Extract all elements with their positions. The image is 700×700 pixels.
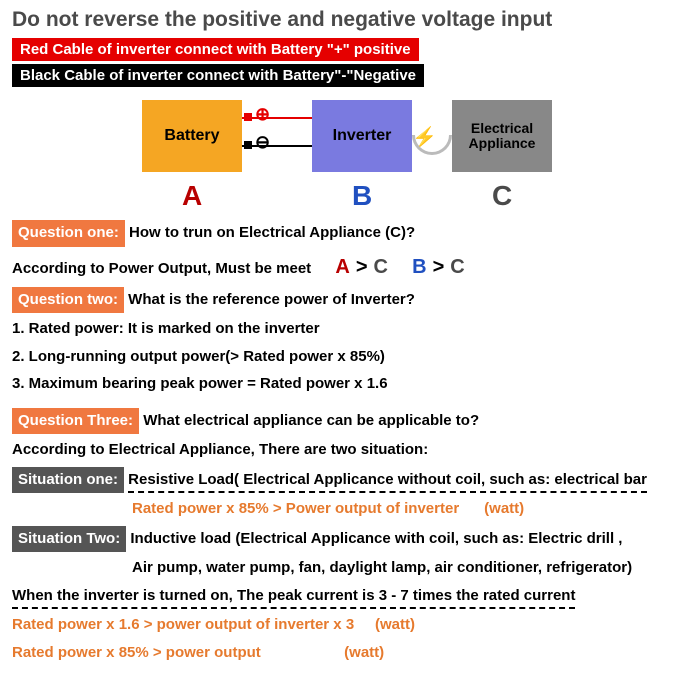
s1-row: Situation one: Resistive Load( Electrica…	[12, 467, 688, 494]
q2-text: What is the reference power of Inverter?	[128, 291, 415, 308]
s2-f1-row: Rated power x 1.6 > power output of inve…	[12, 614, 688, 637]
gt-icon2: >	[433, 256, 445, 278]
battery-box: Battery	[142, 100, 242, 172]
s2-f1-unit: (watt)	[375, 616, 415, 633]
plus-icon: ⊕	[255, 104, 270, 125]
appliance-line2: Appliance	[469, 136, 536, 151]
q2-tag: Question two:	[12, 287, 124, 314]
s2-f2-row: Rated power x 85% > power output (watt)	[12, 642, 688, 665]
q1-row: Question one: How to trun on Electrical …	[12, 220, 688, 247]
q1-text: How to trun on Electrical Appliance (C)?	[129, 224, 415, 241]
main-title: Do not reverse the positive and negative…	[12, 8, 688, 32]
s2-f2: Rated power x 85% > power output	[12, 644, 261, 661]
q3-tag: Question Three:	[12, 408, 139, 435]
q3-intro: According to Electrical Appliance, There…	[12, 439, 688, 462]
s2-peak: When the inverter is turned on, The peak…	[12, 585, 575, 610]
q1-tag: Question one:	[12, 220, 125, 247]
q2-l2: 2. Long-running output power(> Rated pow…	[12, 346, 688, 369]
banner-black-cable: Black Cable of inverter connect with Bat…	[12, 64, 424, 87]
s1-unit: (watt)	[484, 500, 524, 517]
q3-text: What electrical appliance can be applica…	[143, 412, 479, 429]
s2-text1: Inductive load (Electrical Applicance wi…	[130, 530, 622, 547]
s1-formula: Rated power x 85% > Power output of inve…	[132, 500, 459, 517]
inverter-box: Inverter	[312, 100, 412, 172]
s2-text2: Air pump, water pump, fan, daylight lamp…	[132, 559, 632, 576]
cable-curve	[412, 135, 452, 155]
s1-tag: Situation one:	[12, 467, 124, 494]
wiring-diagram: Battery ⊕ ⊖ Inverter ⚡ Electrical Applia…	[12, 95, 688, 215]
cmp-c2: C	[450, 256, 464, 278]
label-b: B	[352, 180, 372, 212]
q1-pre: According to Power Output, Must be meet	[12, 260, 311, 277]
appliance-box: Electrical Appliance	[452, 100, 552, 172]
q1-condition: According to Power Output, Must be meet …	[12, 252, 688, 282]
s2-peak-row: When the inverter is turned on, The peak…	[12, 585, 688, 610]
label-c: C	[492, 180, 512, 212]
cmp-a: A	[335, 256, 349, 278]
cmp-c1: C	[374, 256, 388, 278]
cmp-bc: B >C	[412, 252, 465, 282]
q2-l1: 1. Rated power: It is marked on the inve…	[12, 318, 688, 341]
cmp-ac: A > C	[335, 252, 388, 282]
minus-icon: ⊖	[255, 132, 270, 153]
black-wire	[242, 145, 312, 147]
q2-row: Question two: What is the reference powe…	[12, 287, 688, 314]
s2-f1: Rated power x 1.6 > power output of inve…	[12, 616, 354, 633]
banner-red-cable: Red Cable of inverter connect with Batte…	[12, 38, 419, 61]
label-a: A	[182, 180, 202, 212]
s1-text: Resistive Load( Electrical Applicance wi…	[128, 469, 647, 494]
gt-icon: >	[356, 256, 368, 278]
s2-row: Situation Two: Inductive load (Electrica…	[12, 526, 688, 553]
q3-row: Question Three: What electrical applianc…	[12, 408, 688, 435]
q2-l3: 3. Maximum bearing peak power = Rated po…	[12, 373, 688, 396]
appliance-line1: Electrical	[471, 121, 533, 136]
s1-formula-row: Rated power x 85% > Power output of inve…	[12, 498, 688, 521]
red-wire	[242, 117, 312, 119]
s2-text2-row: Air pump, water pump, fan, daylight lamp…	[12, 557, 688, 580]
cmp-b: B	[412, 256, 426, 278]
s2-f2-unit: (watt)	[344, 644, 384, 661]
s2-tag: Situation Two:	[12, 526, 126, 553]
